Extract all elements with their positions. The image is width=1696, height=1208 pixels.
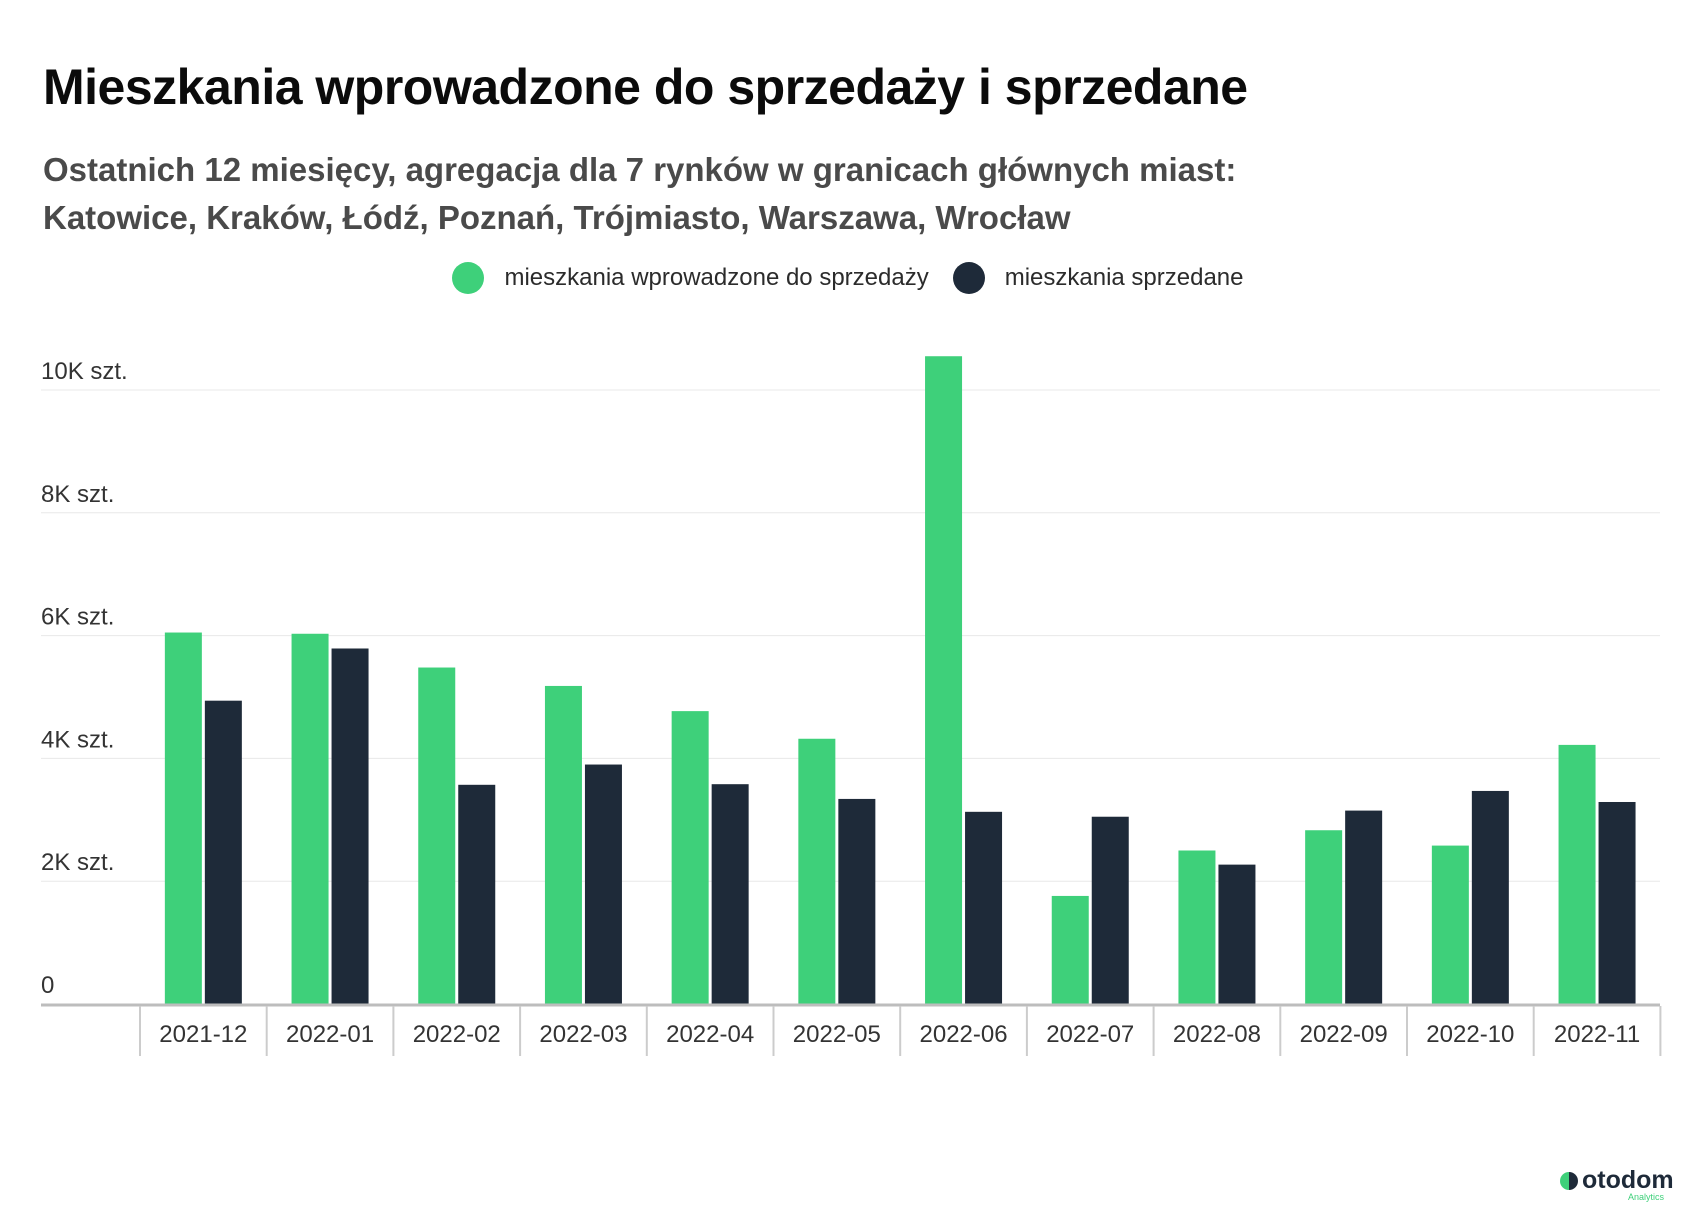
bar-sold xyxy=(331,648,369,1004)
bar-sold xyxy=(965,811,1003,1004)
bar-listed xyxy=(418,667,456,1004)
logo-text: otodom xyxy=(1582,1166,1674,1194)
x-tick-label: 2022-07 xyxy=(1046,1021,1134,1048)
bar-sold xyxy=(204,700,242,1004)
y-tick-label: 2K szt. xyxy=(41,849,114,876)
x-tick-label: 2022-02 xyxy=(413,1021,501,1048)
bar-sold xyxy=(838,798,876,1004)
chart-subtitle: Ostatnich 12 miesięcy, agregacja dla 7 r… xyxy=(43,146,1236,242)
x-tick-label: 2022-01 xyxy=(286,1021,374,1048)
bar-listed xyxy=(291,633,329,1004)
bar-sold xyxy=(584,764,622,1004)
bar-listed xyxy=(925,356,963,1005)
x-tick-label: 2022-03 xyxy=(539,1021,627,1048)
bar-listed xyxy=(671,711,709,1004)
y-tick-label: 8K szt. xyxy=(41,481,114,508)
x-tick-label: 2022-05 xyxy=(793,1021,881,1048)
y-tick-label: 6K szt. xyxy=(41,604,114,631)
legend-label-listed: mieszkania wprowadzone do sprzedaży xyxy=(504,264,929,291)
bar-listed xyxy=(1178,850,1216,1004)
y-tick-label: 0 xyxy=(41,972,54,999)
subtitle-line-1: Ostatnich 12 miesięcy, agregacja dla 7 r… xyxy=(43,151,1237,188)
x-tick-label: 2022-06 xyxy=(920,1021,1008,1048)
x-tick-label: 2022-11 xyxy=(1554,1021,1640,1048)
bar-sold xyxy=(1598,801,1636,1004)
bar-sold xyxy=(1218,864,1256,1004)
x-tick-label: 2022-08 xyxy=(1173,1021,1261,1048)
legend-item-sold[interactable]: mieszkania sprzedane xyxy=(952,262,1244,294)
otodom-logo: otodom xyxy=(1560,1168,1674,1193)
legend-item-listed[interactable]: mieszkania wprowadzone do sprzedaży xyxy=(452,262,929,294)
chart-title: Mieszkania wprowadzone do sprzedaży i sp… xyxy=(43,59,1248,115)
bar-listed xyxy=(1558,744,1596,1004)
bar-sold xyxy=(711,784,749,1004)
legend-label-sold: mieszkania sprzedane xyxy=(1004,264,1244,291)
subtitle-line-2: Katowice, Kraków, Łódź, Poznań, Trójmias… xyxy=(43,199,1071,236)
x-tick-label: 2022-09 xyxy=(1300,1021,1388,1048)
y-tick-label: 10K szt. xyxy=(41,358,128,385)
chart-legend: mieszkania wprowadzone do sprzedaży mies… xyxy=(0,262,1696,294)
bar-listed xyxy=(544,685,582,1004)
y-tick-label: 4K szt. xyxy=(41,726,114,753)
x-tick-label: 2022-10 xyxy=(1426,1021,1514,1048)
bar-sold xyxy=(1471,790,1509,1004)
bar-listed xyxy=(1431,845,1469,1004)
bar-listed xyxy=(798,738,836,1004)
bar-listed xyxy=(1051,895,1089,1004)
bar-sold xyxy=(458,784,496,1004)
bar-listed xyxy=(1305,830,1343,1004)
x-tick-label: 2021-12 xyxy=(159,1021,247,1048)
otodom-logo-icon xyxy=(1560,1171,1578,1190)
bar-sold xyxy=(1345,810,1383,1004)
bar-sold xyxy=(1091,816,1129,1004)
bar-listed xyxy=(164,632,202,1004)
legend-dot-sold xyxy=(952,262,985,294)
logo-subtext: Analytics xyxy=(1628,1192,1665,1202)
legend-dot-listed xyxy=(452,262,485,294)
x-tick-label: 2022-04 xyxy=(666,1021,754,1048)
